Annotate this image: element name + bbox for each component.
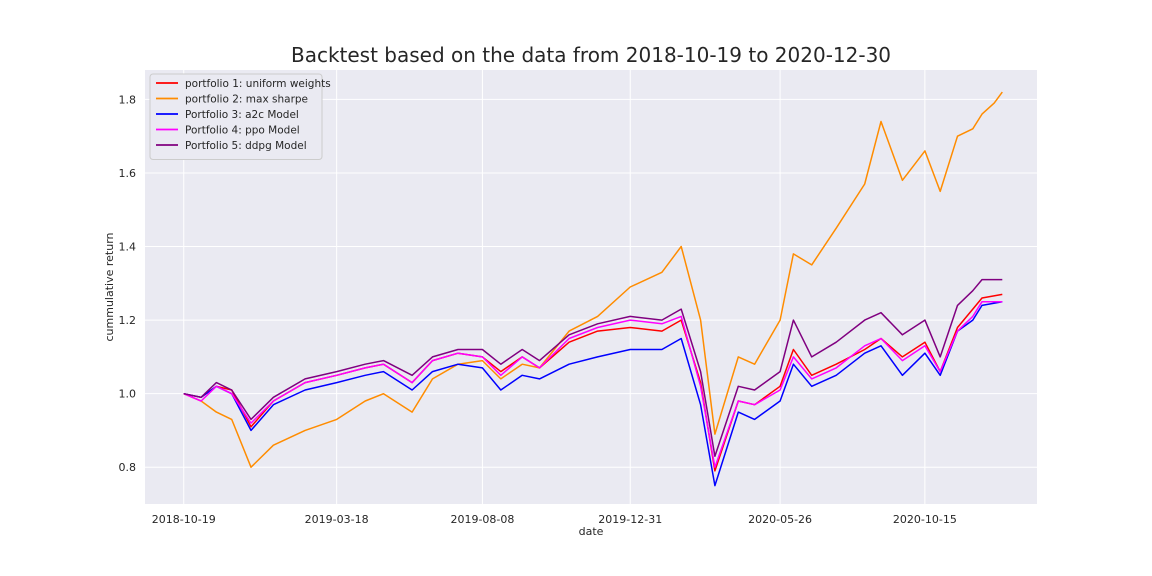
x-tick-label: 2018-10-19: [152, 513, 216, 526]
series-line-2: [183, 91, 1003, 468]
x-tick-label: 2019-03-18: [305, 513, 369, 526]
x-tick-label: 2020-05-26: [748, 513, 812, 526]
y-tick-label: 1.8: [119, 93, 137, 106]
series-line-4: [183, 300, 1003, 468]
chart-title: Backtest based on the data from 2018-10-…: [291, 43, 891, 67]
legend-label: portfolio 1: uniform weights: [185, 78, 331, 90]
y-tick-labels: 0.8 1.0 1.2 1.4 1.6 1.8: [119, 93, 137, 474]
y-tick-label: 1.0: [119, 388, 137, 401]
x-axis-label: date: [579, 525, 604, 538]
x-tick-label: 2019-08-08: [450, 513, 514, 526]
y-tick-label: 1.4: [119, 241, 137, 254]
y-tick-label: 0.8: [119, 461, 137, 474]
x-tick-label: 2019-12-31: [598, 513, 662, 526]
series-layer: [183, 91, 1003, 487]
x-tick-label: 2020-10-15: [893, 513, 957, 526]
series-line-3: [183, 300, 1003, 487]
y-tick-label: 1.6: [119, 167, 137, 180]
legend-label: Portfolio 5: ddpg Model: [185, 140, 307, 152]
legend-label: portfolio 2: max sharpe: [185, 94, 308, 106]
legend: portfolio 1: uniform weights portfolio 2:…: [149, 73, 331, 160]
series-line-5: [183, 278, 1003, 457]
x-tick-labels: 2018-10-19 2019-03-18 2019-08-08 2019-12-31…: [152, 513, 957, 526]
legend-label: Portfolio 3: a2c Model: [185, 109, 299, 121]
legend-box: [149, 73, 323, 160]
y-axis-label: cummulative return: [103, 232, 116, 341]
legend-label: Portfolio 4: ppo Model: [185, 125, 300, 137]
y-tick-label: 1.2: [119, 314, 137, 327]
